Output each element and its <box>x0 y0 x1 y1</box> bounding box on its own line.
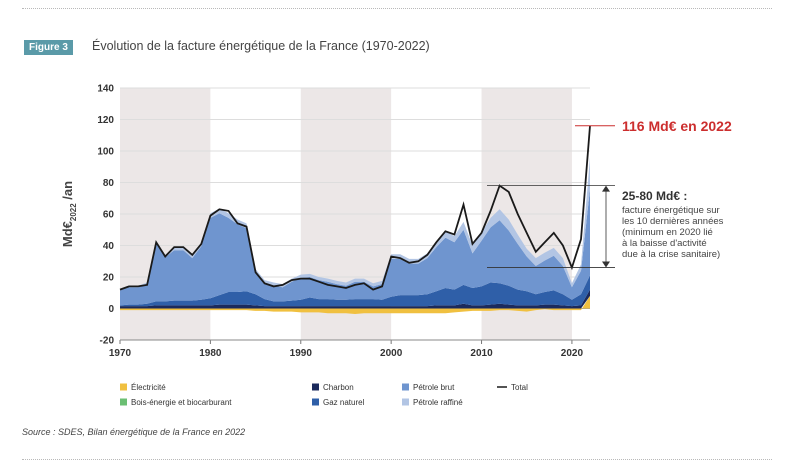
legend-label-gaz-naturel: Gaz naturel <box>323 398 365 407</box>
legend: Électricité Bois-énergie et biocarburant C… <box>120 383 528 407</box>
x-tick-label: 1980 <box>199 348 222 359</box>
legend-label-bois-energie-et-biocarburant: Bois-énergie et biocarburant <box>131 398 232 407</box>
area-petrole-brut <box>120 188 590 306</box>
area-electricite <box>120 295 590 314</box>
source-note: Source : SDES, Bilan énergétique de la F… <box>22 427 246 437</box>
y-tick-label: 140 <box>97 84 114 95</box>
range-annotation-line: (minimum en 2020 lié <box>622 227 713 238</box>
x-tick-label: 2020 <box>561 348 584 359</box>
x-tick-label: 2010 <box>470 348 493 359</box>
legend-label-electricite: Électricité <box>131 383 166 392</box>
y-tick-label: 80 <box>103 178 115 189</box>
peak-annotation: 116 Md€ en 2022 <box>622 118 732 134</box>
y-tick-label: 20 <box>103 273 115 284</box>
range-annotation-line: due à la crise sanitaire) <box>622 249 720 260</box>
range-arrow-down <box>602 261 610 268</box>
y-tick-label: 100 <box>97 147 114 158</box>
y-tick-label: 0 <box>108 304 114 315</box>
legend-swatch-electricite <box>120 383 127 391</box>
legend-swatch-gaz-naturel <box>312 398 319 406</box>
legend-swatch-bois-energie-et-biocarburant <box>120 398 127 406</box>
area-charbon <box>120 289 590 309</box>
legend-label-petrole-raffine: Pétrole raffiné <box>413 398 463 407</box>
y-tick-label: 40 <box>103 241 115 252</box>
y-tick-label: 120 <box>97 115 114 126</box>
total-line-group <box>119 125 591 291</box>
stacked-areas <box>120 157 590 314</box>
range-arrow-up <box>602 185 610 192</box>
axes: -20 0 20 40 60 80 100 120 140 1970 1980 1990 2000 201… <box>60 84 590 359</box>
legend-label-charbon: Charbon <box>323 383 354 392</box>
legend-swatch-petrole-raffine <box>402 398 409 406</box>
figure-title: Évolution de la facture énergétique de l… <box>92 39 430 53</box>
x-tick-label: 1990 <box>290 348 313 359</box>
bottom-divider <box>22 459 772 460</box>
annotations: 116 Md€ en 2022 25-80 Md€ : facture énergé… <box>487 118 732 268</box>
energy-bill-chart: -20 0 20 40 60 80 100 120 140 1970 1980 1990 2000 201… <box>60 84 732 408</box>
y-tick-label: 60 <box>103 210 115 221</box>
legend-label-petrole-brut: Pétrole brut <box>413 383 455 392</box>
y-tick-label: -20 <box>100 336 115 347</box>
area-gaz-naturel <box>120 275 590 307</box>
x-tick-label: 1970 <box>109 348 132 359</box>
range-annotation-title: 25-80 Md€ : <box>622 189 687 203</box>
y-axis-label: Md€2022 /an <box>60 181 78 247</box>
x-tick-label: 2000 <box>380 348 403 359</box>
top-divider <box>22 8 772 9</box>
legend-swatch-petrole-brut <box>402 383 409 391</box>
range-annotation-line: facture énergétique sur <box>622 205 720 216</box>
total-line <box>119 125 591 291</box>
range-annotation-line: les 10 dernières années <box>622 216 724 227</box>
range-annotation-line: à la baisse d'activité <box>622 238 707 249</box>
legend-label-total: Total <box>511 383 528 392</box>
figure-label-badge: Figure 3 <box>24 40 73 55</box>
legend-swatch-charbon <box>312 383 319 391</box>
